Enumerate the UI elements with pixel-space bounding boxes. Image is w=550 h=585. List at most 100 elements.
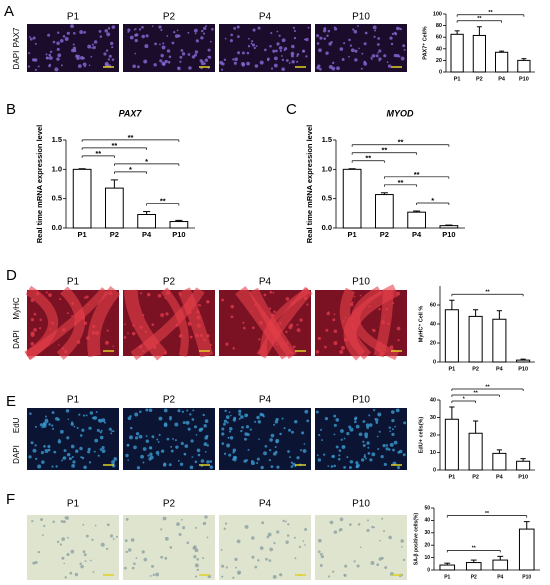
- error-bar: [348, 168, 356, 170]
- error-bar: [521, 58, 527, 61]
- cell: [150, 447, 153, 450]
- cell: [29, 412, 32, 415]
- cell: [65, 409, 70, 413]
- cell: [395, 408, 400, 413]
- cell: [402, 44, 406, 48]
- x-tick-label: P4: [497, 574, 503, 580]
- cell: [194, 563, 199, 568]
- significance-label: **: [365, 154, 371, 163]
- error-bar: [380, 192, 388, 195]
- cell: [201, 29, 204, 33]
- cell: [338, 454, 341, 457]
- cell: [180, 441, 184, 446]
- cell: [255, 45, 258, 48]
- cell: [383, 54, 387, 58]
- cell: [285, 330, 288, 334]
- cell: [268, 459, 271, 462]
- cell: [159, 59, 163, 63]
- bar: [439, 564, 456, 571]
- cell: [242, 326, 246, 330]
- cell: [261, 413, 265, 417]
- cell: [33, 327, 37, 332]
- cell: [62, 456, 67, 460]
- cell: [394, 32, 398, 36]
- cell: [223, 527, 226, 530]
- cell: [206, 334, 210, 338]
- image-column-label: P1: [67, 395, 80, 406]
- cell: [47, 448, 51, 452]
- cell: [318, 538, 322, 543]
- image-column-label: P2: [163, 12, 176, 23]
- cell: [106, 523, 110, 527]
- micrograph: [123, 515, 215, 580]
- cell: [86, 336, 90, 340]
- cell: [134, 33, 138, 37]
- cell: [288, 325, 293, 330]
- cell: [377, 37, 381, 40]
- cell: [381, 320, 385, 325]
- cell: [258, 338, 261, 341]
- cell: [160, 555, 164, 559]
- error-bar: [476, 26, 482, 36]
- cell: [354, 58, 358, 62]
- cell: [88, 461, 92, 464]
- cell: [63, 449, 67, 453]
- cell: [83, 30, 86, 34]
- cell: [221, 442, 225, 446]
- cell: [276, 30, 279, 33]
- cell: [72, 43, 75, 46]
- cell: [246, 61, 250, 66]
- cell: [346, 456, 349, 459]
- cell: [317, 458, 322, 462]
- cell: [361, 52, 364, 55]
- cell: [115, 535, 118, 538]
- cell: [39, 423, 43, 427]
- cell: [400, 539, 404, 543]
- cell: [324, 417, 329, 421]
- cell: [391, 418, 395, 423]
- error-bar: [110, 179, 118, 189]
- cell: [265, 557, 268, 561]
- cell: [199, 59, 203, 63]
- cell: [182, 421, 186, 425]
- cell: [232, 346, 236, 350]
- x-tick-label: P2: [472, 366, 479, 372]
- cell: [28, 455, 32, 459]
- cell: [241, 425, 244, 429]
- y-tick-label: 20: [424, 543, 430, 549]
- cell: [30, 341, 35, 346]
- cell: [169, 546, 173, 549]
- cell: [344, 316, 347, 319]
- cell: [179, 55, 183, 59]
- cell: [195, 39, 199, 43]
- cell: [366, 528, 370, 533]
- significance-label: **: [95, 149, 101, 158]
- cell: [110, 432, 113, 435]
- cell: [316, 34, 320, 38]
- cell: [52, 40, 56, 44]
- cell: [79, 562, 82, 565]
- cell: [184, 444, 189, 448]
- cell: [71, 463, 75, 468]
- cell: [256, 461, 259, 465]
- cell: [263, 312, 266, 316]
- cell: [113, 457, 118, 461]
- cell: [249, 428, 252, 431]
- cell: [123, 336, 127, 339]
- cell: [286, 534, 290, 537]
- error-bar: [497, 555, 504, 561]
- cell: [256, 457, 260, 461]
- cell: [396, 326, 401, 331]
- cell: [372, 408, 376, 412]
- cell: [302, 449, 307, 453]
- cell: [53, 450, 57, 454]
- x-tick-label: P2: [471, 574, 477, 580]
- cell: [348, 55, 350, 58]
- y-tick-label: 20: [436, 58, 442, 64]
- cell: [327, 465, 330, 467]
- cell: [222, 422, 226, 426]
- cell: [290, 301, 295, 306]
- cell: [162, 42, 165, 45]
- cell: [296, 456, 300, 460]
- cell: [90, 55, 93, 58]
